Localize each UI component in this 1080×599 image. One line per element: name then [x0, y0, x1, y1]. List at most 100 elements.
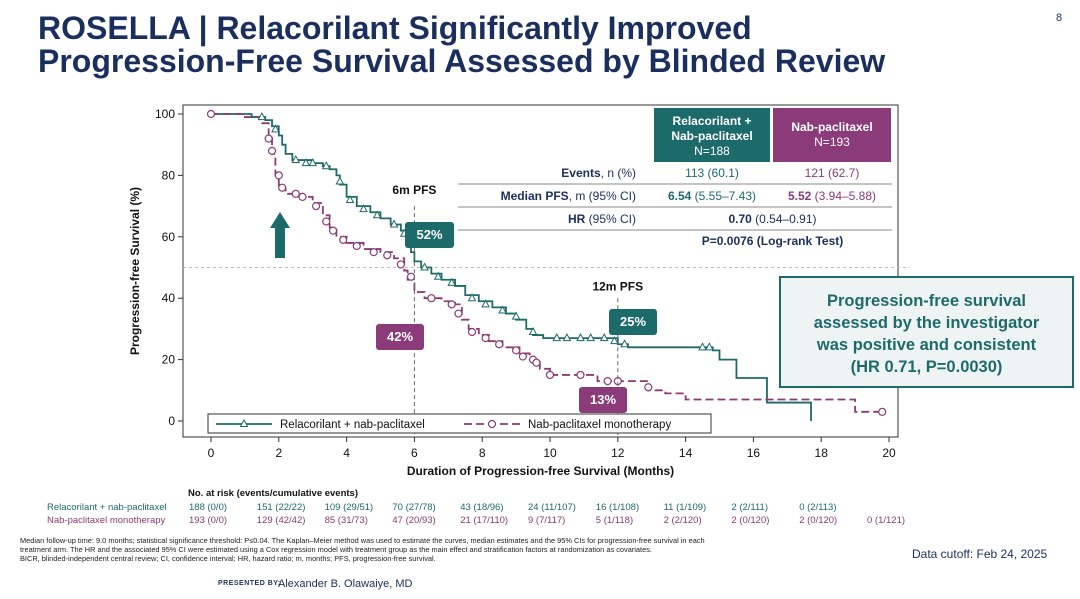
- rela-censor-mark: [433, 271, 443, 280]
- investigator-callout-box: Progression-free survival assessed by th…: [779, 276, 1074, 388]
- rela-censor-mark: [321, 161, 331, 170]
- rela-censor-mark: [704, 342, 714, 351]
- rela-censor-mark: [552, 333, 562, 342]
- header-nab-n: N=193: [814, 135, 850, 149]
- nab-censor-mark: [406, 272, 416, 281]
- risk-rela-value: 151 (22/22): [256, 502, 306, 513]
- header-nab-line1: Nab-paclitaxel: [791, 120, 873, 134]
- risk-rela-value: 2 (2/111): [731, 502, 769, 513]
- median-rela-val: 6.54: [667, 189, 692, 203]
- median-nab-val: 5.52: [787, 189, 812, 203]
- rela-censor-mark: [389, 219, 399, 228]
- footnote-line-1: Median follow-up time: 9.0 months; stati…: [20, 536, 705, 545]
- data-cutoff: Data cutoff: Feb 24, 2025: [912, 547, 1048, 561]
- header-nab-cell: Nab-paclitaxel N=193: [773, 108, 891, 162]
- presented-by-label: PRESENTED BY:: [218, 580, 281, 587]
- x-axis-label: Duration of Progression-free Survival (M…: [407, 464, 674, 478]
- nab-censor-mark: [291, 189, 300, 198]
- pfs12-rela-callout: 25%: [609, 309, 657, 335]
- hr-value: 0.70 (0.54–0.91): [654, 212, 891, 226]
- legend-rela-marker: [239, 418, 249, 427]
- x-tick-label: 2: [275, 446, 282, 460]
- risk-nab-value: 9 (7/117): [528, 515, 566, 526]
- rela-censor-mark: [420, 262, 429, 271]
- median-nab: 5.52 (3.94–5.88): [773, 189, 891, 203]
- nab-censor-mark: [427, 294, 436, 303]
- chart-legend: Relacorilant + nab-paclitaxel Nab-paclita…: [207, 413, 712, 434]
- rela-censor-mark: [481, 299, 490, 308]
- rela-censor-mark: [372, 210, 382, 219]
- header-rela-line2: Nab-paclitaxel: [671, 129, 753, 143]
- nab-censor-mark: [322, 217, 331, 226]
- risk-rela-value: 43 (18/96): [460, 502, 504, 513]
- nab-censor-mark: [495, 340, 504, 349]
- hr-val: 0.70: [728, 212, 752, 226]
- x-tick-label: 10: [543, 446, 557, 460]
- hr-ci: (0.54–0.91): [751, 212, 817, 226]
- rela-censor-mark: [291, 154, 301, 164]
- y-tick-label: 60: [162, 230, 176, 244]
- legend-rela-label: Relacorilant + nab-paclitaxel: [280, 419, 425, 431]
- events-label-unit: , n (%): [600, 166, 636, 180]
- risk-nab-value: 5 (1/118): [595, 515, 634, 526]
- risk-nab-label: Nab-paclitaxel monotherapy: [47, 515, 166, 526]
- x-tick-label: 16: [747, 446, 761, 460]
- nab-censor-mark: [264, 134, 273, 143]
- risk-nab-value: 2 (0/120): [799, 515, 838, 526]
- median-label-unit: , m (95% CI): [568, 189, 636, 203]
- header-rela-cell: Relacorilant + Nab-paclitaxel N=188: [654, 108, 770, 162]
- nab-censor-mark: [352, 241, 361, 251]
- nab-censor-mark: [339, 235, 348, 244]
- chart-axes: 0 2 4 6 8 10 12 14 16 18 20 0 20 40 60 80 100 Duration of…: [128, 104, 910, 478]
- rela-censor-mark: [271, 124, 280, 133]
- y-tick-label: 0: [168, 414, 175, 428]
- p-value: P=0.0076 (Log-rank Test): [701, 234, 844, 248]
- risk-nab-value: 47 (20/93): [392, 515, 436, 526]
- events-nab: 121 (62.7): [804, 166, 860, 180]
- risk-rela-value: 70 (27/78): [392, 502, 436, 513]
- x-tick-label: 12: [611, 446, 625, 460]
- hr-label-unit: (95% CI): [585, 212, 636, 226]
- risk-nab-value: 85 (31/73): [324, 515, 368, 526]
- rela-censor-mark: [257, 112, 267, 121]
- y-tick-label: 20: [162, 353, 176, 367]
- rela-censor-mark: [528, 326, 538, 335]
- chart-censor-marks: [206, 109, 887, 416]
- x-tick-label: 4: [343, 446, 350, 460]
- footnote-line-2: treatment arm. The HR and the associated…: [20, 545, 652, 554]
- risk-nab-value: 2 (0/120): [731, 515, 770, 526]
- risk-rela-label: Relacorilant + nab-paclitaxel: [47, 502, 167, 513]
- median-rela: 6.54 (5.55–7.43): [654, 189, 770, 203]
- title-line-1: ROSELLA | Relacorilant Significantly Imp…: [38, 10, 752, 46]
- legend-nab-label: Nab-paclitaxel monotherapy: [528, 419, 671, 431]
- nab-censor-mark: [511, 346, 521, 355]
- nab-censor-mark: [644, 383, 653, 392]
- risk-rela-value: 24 (11/107): [528, 502, 576, 513]
- x-tick-label: 18: [815, 446, 829, 460]
- risk-nab-value: 21 (17/110): [460, 515, 509, 526]
- nab-censor-mark: [267, 146, 277, 155]
- median-label-bold: Median PFS: [500, 189, 569, 203]
- rela-censor-mark: [562, 333, 572, 342]
- nab-censor-mark: [481, 334, 490, 343]
- nab-censor-mark: [878, 407, 887, 416]
- nab-censor-mark: [467, 327, 477, 337]
- nab-censor-mark: [369, 248, 378, 257]
- y-tick-label: 80: [162, 168, 176, 182]
- nab-censor-mark: [518, 352, 527, 361]
- risk-rela-value: 16 (1/108): [595, 502, 640, 513]
- hr-label-bold: HR: [567, 212, 586, 226]
- rela-censor-mark: [498, 305, 507, 314]
- y-tick-label: 100: [155, 107, 175, 121]
- nab-censor-mark: [206, 109, 216, 119]
- hr-label: HR (95% CI): [460, 212, 636, 226]
- x-tick-label: 8: [479, 446, 486, 460]
- nab-censor-mark: [532, 358, 541, 367]
- footnote-line-3: BICR, blinded-independent central review…: [20, 554, 436, 563]
- nab-censor-mark: [447, 300, 456, 309]
- rela-censor-mark: [345, 194, 355, 203]
- x-tick-label: 14: [679, 446, 693, 460]
- events-label-bold: Events: [561, 166, 601, 180]
- nab-censor-mark: [311, 202, 321, 211]
